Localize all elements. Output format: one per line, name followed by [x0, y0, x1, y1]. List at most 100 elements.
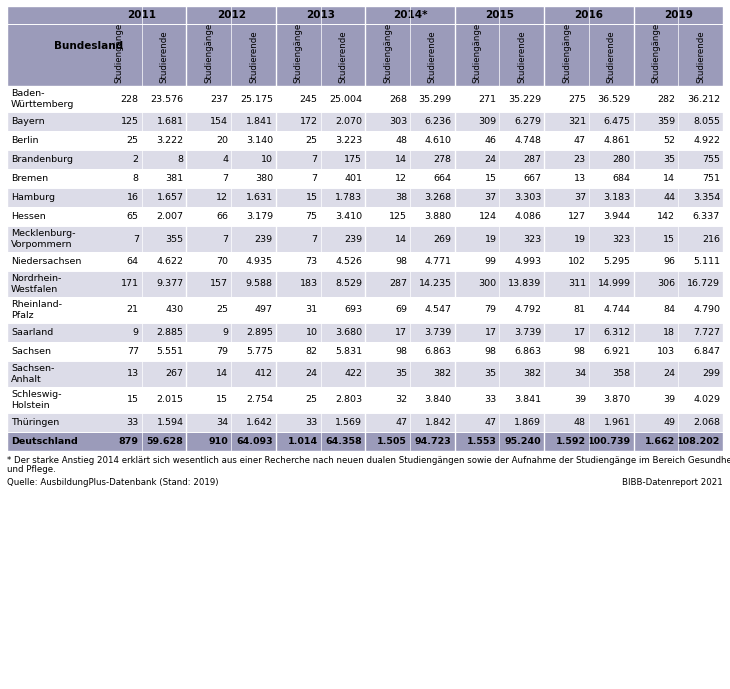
Bar: [276, 361, 320, 387]
Text: 2.895: 2.895: [246, 328, 273, 337]
Text: 7: 7: [222, 174, 228, 183]
Text: 142: 142: [657, 212, 675, 221]
Bar: [455, 24, 499, 86]
Text: 36.212: 36.212: [687, 94, 720, 103]
Text: 69: 69: [395, 305, 407, 314]
Text: 34: 34: [574, 369, 586, 378]
Text: 25.175: 25.175: [240, 94, 273, 103]
Bar: [97, 413, 142, 432]
Text: 64.358: 64.358: [326, 437, 362, 446]
Bar: [455, 323, 499, 342]
Bar: [544, 131, 589, 150]
Text: 25: 25: [127, 136, 139, 145]
Text: Studierende: Studierende: [696, 30, 705, 83]
Text: Sachsen: Sachsen: [11, 347, 51, 356]
Bar: [678, 226, 723, 252]
Bar: [320, 188, 365, 207]
Text: 70: 70: [216, 257, 228, 266]
Bar: [7, 6, 97, 86]
Text: 2011: 2011: [127, 10, 156, 20]
Text: 98: 98: [395, 257, 407, 266]
Bar: [634, 361, 678, 387]
Bar: [410, 188, 455, 207]
Bar: [589, 252, 634, 271]
Text: 24: 24: [664, 369, 675, 378]
Bar: [276, 297, 320, 323]
Text: 278: 278: [434, 155, 452, 164]
Text: 4.547: 4.547: [425, 305, 452, 314]
Bar: [320, 112, 365, 131]
Text: 5.111: 5.111: [693, 257, 720, 266]
Bar: [320, 86, 365, 112]
Text: 25.004: 25.004: [329, 94, 362, 103]
Text: 381: 381: [165, 174, 183, 183]
Bar: [455, 342, 499, 361]
Text: 7.727: 7.727: [693, 328, 720, 337]
Text: 66: 66: [216, 212, 228, 221]
Text: 228: 228: [120, 94, 139, 103]
Bar: [365, 150, 410, 169]
Bar: [455, 6, 544, 24]
Text: 13: 13: [126, 369, 139, 378]
Text: 47: 47: [574, 136, 586, 145]
Bar: [410, 297, 455, 323]
Bar: [142, 207, 186, 226]
Text: 5.831: 5.831: [335, 347, 362, 356]
Bar: [678, 188, 723, 207]
Bar: [634, 188, 678, 207]
Bar: [276, 342, 320, 361]
Text: 23: 23: [574, 155, 586, 164]
Bar: [455, 207, 499, 226]
Bar: [97, 207, 142, 226]
Bar: [634, 150, 678, 169]
Text: 98: 98: [395, 347, 407, 356]
Bar: [634, 131, 678, 150]
Bar: [276, 131, 320, 150]
Bar: [7, 323, 97, 342]
Bar: [678, 342, 723, 361]
Text: 693: 693: [344, 305, 362, 314]
Text: 5.295: 5.295: [604, 257, 631, 266]
Text: 309: 309: [478, 117, 496, 126]
Text: 6.236: 6.236: [425, 117, 452, 126]
Bar: [320, 342, 365, 361]
Bar: [589, 207, 634, 226]
Text: 125: 125: [389, 212, 407, 221]
Bar: [97, 6, 186, 24]
Bar: [231, 131, 276, 150]
Bar: [499, 24, 544, 86]
Bar: [410, 207, 455, 226]
Bar: [320, 131, 365, 150]
Text: 19: 19: [485, 234, 496, 243]
Bar: [142, 131, 186, 150]
Bar: [544, 150, 589, 169]
Bar: [97, 24, 142, 86]
Text: 6.337: 6.337: [693, 212, 720, 221]
Text: 1.842: 1.842: [425, 418, 452, 427]
Bar: [142, 361, 186, 387]
Text: 65: 65: [127, 212, 139, 221]
Text: 6.279: 6.279: [514, 117, 541, 126]
Text: 2.068: 2.068: [693, 418, 720, 427]
Text: 183: 183: [299, 280, 318, 289]
Text: 8.055: 8.055: [693, 117, 720, 126]
Bar: [186, 432, 231, 451]
Text: 9.588: 9.588: [246, 280, 273, 289]
Bar: [320, 323, 365, 342]
Bar: [186, 188, 231, 207]
Text: 3.944: 3.944: [604, 212, 631, 221]
Text: 401: 401: [345, 174, 362, 183]
Text: 3.739: 3.739: [514, 328, 541, 337]
Text: Schleswig-
Holstein: Schleswig- Holstein: [11, 390, 61, 410]
Bar: [231, 432, 276, 451]
Text: 4.622: 4.622: [156, 257, 183, 266]
Text: 48: 48: [574, 418, 586, 427]
Bar: [276, 188, 320, 207]
Bar: [678, 112, 723, 131]
Text: 382: 382: [434, 369, 452, 378]
Bar: [589, 323, 634, 342]
Bar: [276, 432, 320, 451]
Bar: [97, 86, 142, 112]
Text: * Der starke Anstieg 2014 erklärt sich wesentlich aus einer Recherche nach neuen: * Der starke Anstieg 2014 erklärt sich w…: [7, 456, 730, 465]
Text: 303: 303: [389, 117, 407, 126]
